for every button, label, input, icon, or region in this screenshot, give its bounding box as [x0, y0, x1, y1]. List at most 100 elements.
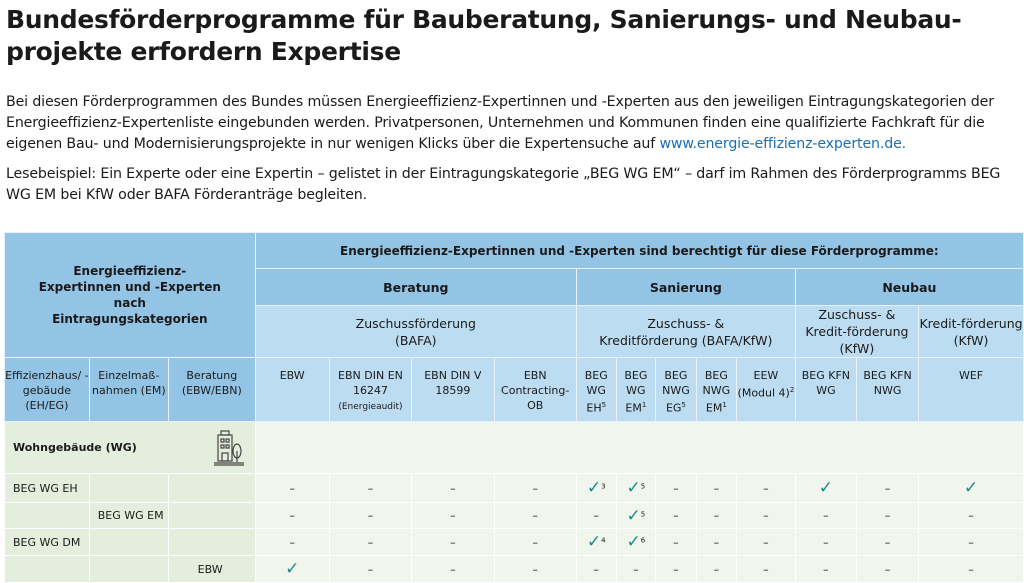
col-label: EEW (Modul 4)	[737, 369, 790, 400]
top-header: Energieeffizienz-Expertinnen und -Expert…	[254, 232, 1024, 269]
dash-cell: –	[655, 555, 697, 583]
group-sanierung: Sanierung	[575, 268, 796, 306]
check-icon: ✓	[818, 478, 834, 498]
dash-cell: –	[254, 473, 330, 503]
category-cell: BEG WG EM	[88, 502, 169, 529]
dash-cell: –	[493, 473, 577, 503]
category-cell: BEG WG DM	[4, 528, 90, 556]
footnote: 2	[789, 386, 795, 394]
funding-table: Energieeffizienz-Expertinnen und -Expert…	[4, 232, 1024, 583]
building-icon	[213, 430, 244, 466]
col-label: BEG WG EH	[584, 369, 608, 415]
col-label: BEG NWG EG	[662, 369, 690, 415]
dash-cell: –	[736, 473, 796, 503]
subgroup: Zuschussförderung (BAFA)	[254, 305, 577, 358]
program-col-header: BEG KFN WG	[794, 357, 858, 422]
dash-cell: –	[411, 502, 495, 529]
category-cell	[4, 502, 90, 529]
col-label: EBN DIN EN 16247	[338, 369, 403, 397]
footnote: 5	[640, 482, 646, 491]
footnote: 5	[601, 401, 607, 409]
footnote: 6	[640, 536, 646, 545]
category-cell: BEG WG EH	[4, 473, 90, 503]
footnote: 1	[722, 401, 727, 409]
check-icon: ✓	[586, 478, 602, 498]
category-cell	[167, 473, 256, 503]
check-icon: ✓	[586, 532, 602, 552]
left-col-header: Einzelmaß-nahmen (EM)	[88, 357, 169, 422]
dash-cell: –	[736, 528, 796, 556]
dash-cell: –	[254, 502, 330, 529]
footnote: 1	[641, 401, 647, 409]
table-row: EBW ✓ – – – – – – – – – – –	[4, 555, 1024, 583]
dash-cell: –	[736, 555, 796, 583]
dash-cell: –	[794, 502, 858, 529]
page-title: Bundesförderprogramme für Bauberatung, S…	[6, 5, 962, 66]
category-cell	[167, 502, 256, 529]
col-label: BEG NWG EM	[702, 369, 731, 415]
dash-cell: –	[328, 473, 413, 503]
check-icon: ✓	[963, 478, 979, 498]
dash-cell: –	[918, 555, 1024, 583]
program-col-header: BEG NWG EM1	[695, 357, 738, 422]
group-beratung: Beratung	[254, 268, 577, 306]
section-label: Wohngebäude (WG)	[13, 441, 137, 454]
section-empty	[254, 421, 1024, 474]
dash-cell: –	[918, 502, 1024, 529]
dash-cell: –	[575, 555, 617, 583]
program-col-header: BEG WG EH5	[575, 357, 617, 422]
check-cell: ✓	[254, 555, 330, 583]
check-cell: ✓5	[615, 502, 657, 529]
dash-cell: –	[493, 528, 577, 556]
dash-cell: –	[695, 502, 738, 529]
col-label: BEG WG EM	[624, 369, 648, 415]
program-col-header: EBN DIN V 18599	[411, 357, 495, 422]
dash-cell: –	[328, 502, 413, 529]
intro-text: Bei diesen Förderprogrammen des Bundes m…	[6, 92, 1021, 155]
check-cell: ✓6	[615, 528, 657, 556]
group-neubau: Neubau	[794, 268, 1024, 306]
example-text: Lesebeispiel: Ein Experte oder eine Expe…	[6, 166, 1001, 203]
category-cell	[88, 473, 169, 503]
dash-cell: –	[615, 555, 657, 583]
dash-cell: –	[918, 528, 1024, 556]
program-col-header: EBN DIN EN 16247 (Energieaudit)	[328, 357, 413, 422]
dash-cell: –	[655, 502, 697, 529]
program-col-header: BEG KFN NWG	[856, 357, 920, 422]
check-icon: ✓	[626, 532, 641, 552]
expert-search-link[interactable]: www.energie-effizienz-experten.de.	[659, 136, 907, 152]
col-label: WEF	[958, 369, 984, 382]
col-label: BEG KFN WG	[801, 369, 851, 397]
check-cell: ✓	[918, 473, 1024, 503]
section-wohngebaeude: Wohngebäude (WG)	[4, 421, 256, 474]
footnote: 5	[681, 401, 686, 409]
dash-cell: –	[493, 555, 577, 583]
category-cell	[4, 555, 90, 583]
dash-cell: –	[794, 555, 858, 583]
check-cell: ✓4	[575, 528, 617, 556]
program-col-header: EBW	[254, 357, 330, 422]
dash-cell: –	[695, 555, 738, 583]
footnote: 5	[640, 509, 646, 518]
table-row: BEG WG EH – – – – ✓3 ✓5– – – ✓ – ✓	[4, 473, 1024, 503]
dash-cell: –	[794, 528, 858, 556]
dash-cell: –	[493, 502, 577, 529]
corner-header: Energieeffizienz-Expertinnen und -Expert…	[4, 232, 256, 358]
subgroup: Zuschuss- & Kredit-förderung (KfW)	[794, 305, 920, 358]
check-icon: ✓	[626, 505, 641, 526]
intro-body: Bei diesen Förderprogrammen des Bundes m…	[6, 94, 994, 152]
dash-cell: –	[655, 528, 697, 556]
program-col-header: WEF	[918, 357, 1024, 422]
subgroup: Zuschuss- & Kreditförderung (BAFA/KfW)	[575, 305, 796, 358]
footnote: 4	[601, 536, 606, 545]
dash-cell: –	[856, 528, 920, 556]
program-col-header: EBN Contracting-OB	[493, 357, 577, 422]
dash-cell: –	[328, 555, 413, 583]
check-cell: ✓5	[615, 473, 657, 503]
left-col-header: Beratung (EBW/EBN)	[167, 357, 256, 422]
col-label: EBW	[279, 369, 305, 382]
program-col-header: EEW (Modul 4)2	[736, 357, 796, 422]
dash-cell: –	[695, 528, 738, 556]
dash-cell: –	[856, 555, 920, 583]
program-col-header: BEG NWG EG5	[655, 357, 697, 422]
